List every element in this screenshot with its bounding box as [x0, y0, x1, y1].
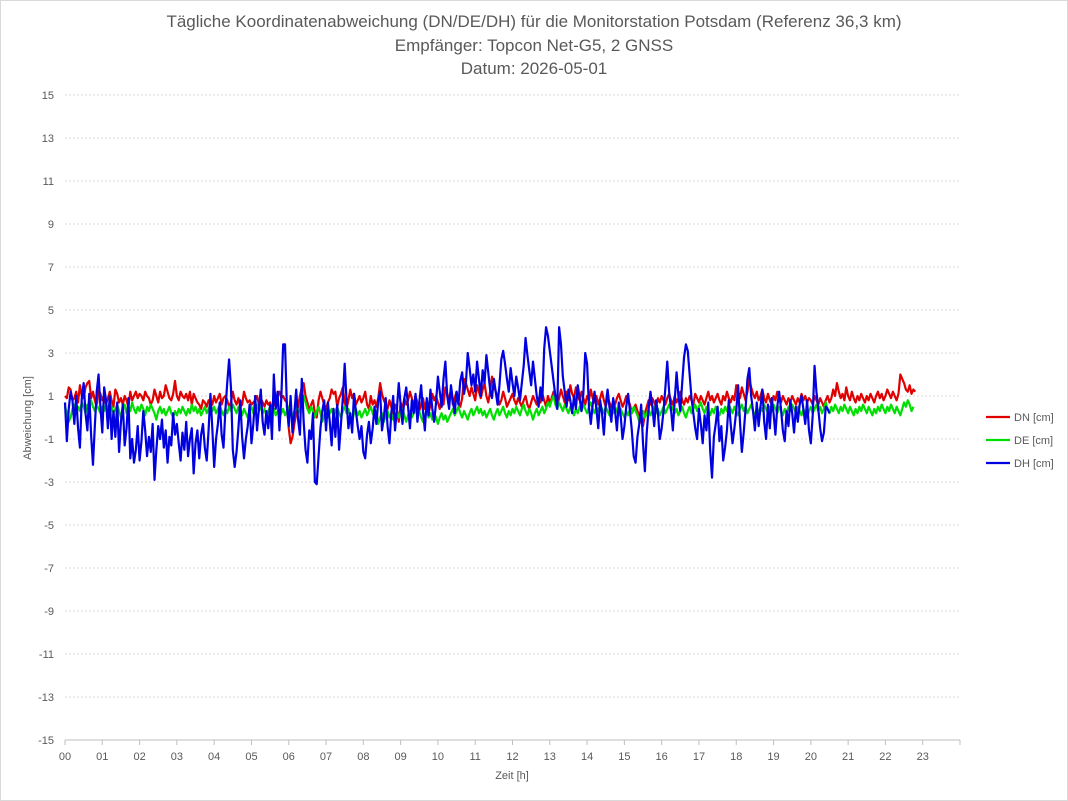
y-tick-label: -13: [38, 692, 54, 704]
x-tick-label: 21: [842, 751, 854, 763]
y-tick-label: -15: [38, 735, 54, 747]
x-tick-label: 10: [432, 751, 444, 763]
x-tick-label: 01: [96, 751, 108, 763]
x-tick-label: 09: [395, 751, 407, 763]
legend-label: DH [cm]: [1014, 458, 1054, 470]
x-tick-label: 16: [656, 751, 668, 763]
y-tick-label: -9: [44, 606, 54, 618]
x-tick-label: 04: [208, 751, 220, 763]
x-axis-title: Zeit [h]: [495, 770, 529, 782]
x-tick-label: 18: [730, 751, 742, 763]
x-tick-label: 19: [767, 751, 779, 763]
y-tick-label: 5: [48, 305, 54, 317]
x-tick-label: 11: [469, 751, 480, 763]
y-tick-label: -11: [39, 649, 54, 661]
y-tick-label: 15: [42, 90, 54, 102]
y-tick-label: 13: [42, 133, 54, 145]
y-tick-label: 3: [48, 348, 54, 360]
x-tick-label: 22: [879, 751, 891, 763]
y-tick-label: -5: [44, 520, 54, 532]
y-tick-label: -3: [44, 477, 54, 489]
x-tick-label: 15: [618, 751, 630, 763]
axes: Zeit [h] Abweichung [cm] -15-13-11-9-7-5…: [22, 90, 961, 782]
x-tick-label: 23: [917, 751, 929, 763]
y-tick-label: -1: [44, 434, 54, 446]
series-line-dh: [63, 326, 831, 486]
x-tick-label: 17: [693, 751, 705, 763]
chart-subtitle: Empfänger: Topcon Net-G5, 2 GNSS: [394, 36, 674, 55]
x-tick-label: 05: [245, 751, 257, 763]
y-tick-label: 7: [48, 262, 54, 274]
legend-label: DN [cm]: [1014, 412, 1054, 424]
legend: DN [cm] DE [cm] DH [cm]: [986, 412, 1054, 470]
x-tick-label: 14: [581, 751, 593, 763]
x-tick-label: 06: [283, 751, 295, 763]
x-tick-label: 12: [506, 751, 518, 763]
x-tick-label: 03: [171, 751, 183, 763]
x-tick-label: 00: [59, 751, 71, 763]
x-tick-label: 02: [133, 751, 145, 763]
x-tick-label: 08: [357, 751, 369, 763]
y-tick-label: -7: [44, 563, 54, 575]
legend-label: DE [cm]: [1014, 435, 1053, 447]
chart-date: Datum: 2026-05-01: [460, 59, 608, 78]
chart-title: Tägliche Koordinatenabweichung (DN/DE/DH…: [166, 12, 902, 31]
x-tick-label: 20: [805, 751, 817, 763]
y-axis-title: Abweichung [cm]: [22, 376, 34, 460]
y-tick-label: 1: [48, 391, 54, 403]
x-tick-label: 07: [320, 751, 332, 763]
series-lines: [63, 326, 917, 486]
y-tick-label: 11: [43, 176, 54, 188]
y-tick-label: 9: [48, 219, 54, 231]
x-tick-label: 13: [544, 751, 556, 763]
